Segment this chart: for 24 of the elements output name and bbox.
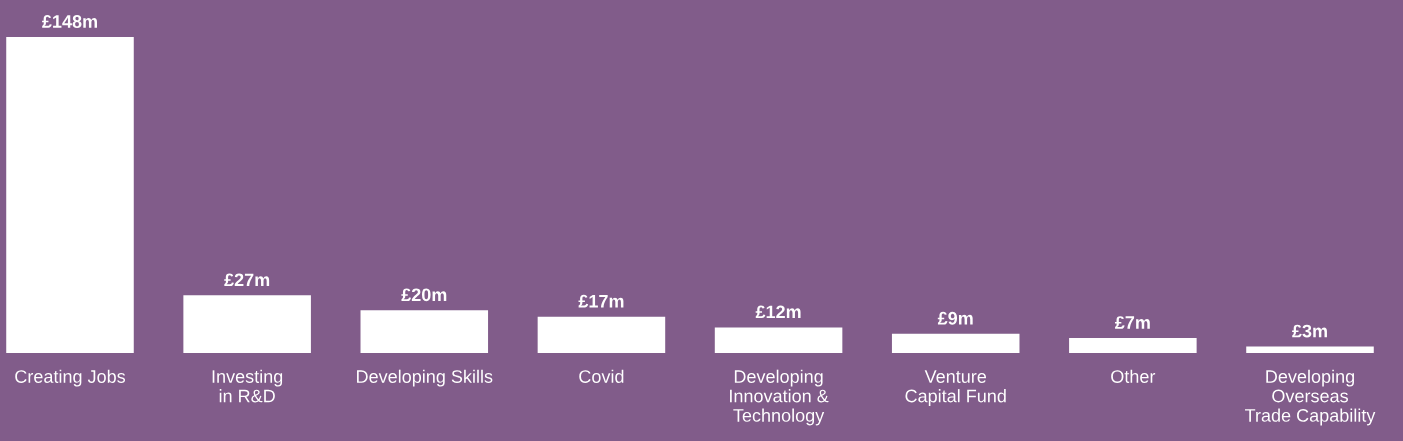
x-tick-label: Creating Jobs [15,369,126,387]
bar [891,333,1020,353]
data-label: £148m [42,15,97,28]
x-tick-label: Other [1111,369,1156,383]
x-tick-label: Developing Innovation & Technology [730,369,829,426]
data-label: £3m [1292,324,1327,338]
bar [1069,338,1197,353]
x-tick-label: Investing in R&D [212,369,283,403]
bar [537,316,666,353]
data-label: £27m [224,273,270,287]
bar [183,295,311,353]
x-tick-label: Developing Skills [357,369,493,387]
x-tick-label: Venture Capital Fund [905,370,1006,406]
bar [714,327,843,353]
x-tick-label: Covid [579,369,624,383]
data-label: £17m [578,294,624,308]
bar [360,310,489,353]
data-label: £9m [937,311,973,325]
bar [6,37,134,353]
bar [1246,346,1374,353]
data-label: £20m [401,288,447,302]
data-label: £12m [755,305,801,319]
x-tick-label: Developing Overseas Trade Capability [1245,369,1376,426]
data-label: £7m [1114,316,1150,329]
